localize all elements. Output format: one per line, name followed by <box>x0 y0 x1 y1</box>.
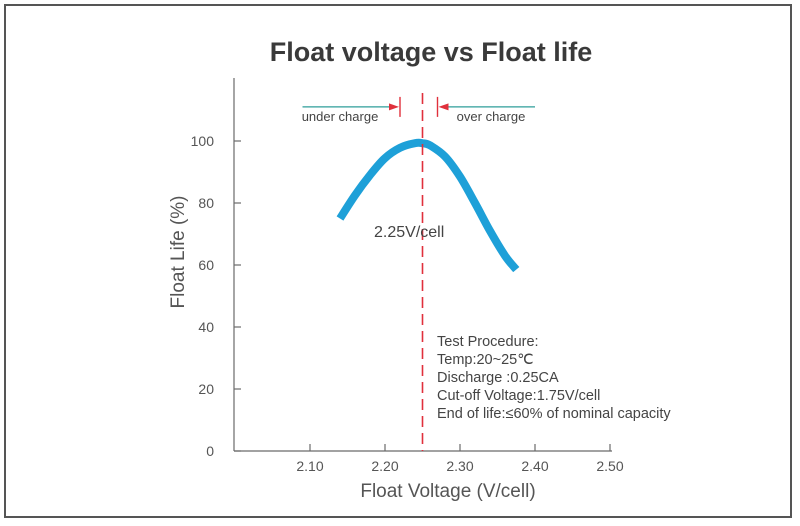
x-tick-label: 2.20 <box>371 458 398 474</box>
x-axis-ticks: 2.10 2.20 2.30 2.40 2.50 <box>296 444 624 474</box>
x-tick-label: 2.40 <box>521 458 548 474</box>
note-line-5: End of life:≤60% of nominal capacity <box>437 406 671 422</box>
test-procedure-notes: Test Procedure: Temp:20~25℃ Discharge :0… <box>437 334 671 422</box>
note-line-1: Test Procedure: <box>437 334 539 350</box>
y-tick-label: 100 <box>191 133 215 149</box>
y-tick-label: 60 <box>198 257 214 273</box>
y-tick-label: 20 <box>198 381 214 397</box>
y-tick-label: 0 <box>206 443 214 459</box>
x-tick-label: 2.10 <box>296 458 323 474</box>
under-charge-arrow <box>389 103 399 111</box>
note-line-2: Temp:20~25℃ <box>437 352 534 368</box>
x-tick-label: 2.50 <box>596 458 623 474</box>
under-charge-label: under charge <box>302 109 379 124</box>
x-tick-label: 2.30 <box>446 458 473 474</box>
note-line-3: Discharge :0.25CA <box>437 370 559 386</box>
float-life-curve <box>336 138 520 273</box>
note-line-4: Cut-off Voltage:1.75V/cell <box>437 388 600 404</box>
charge-band: under charge over charge <box>302 96 535 124</box>
over-charge-arrow <box>438 103 449 111</box>
chart-title: Float voltage vs Float life <box>270 37 593 67</box>
chart-frame <box>4 4 792 518</box>
reference-line-label: 2.25V/cell <box>374 224 444 241</box>
y-tick-label: 40 <box>198 319 214 335</box>
x-axis-label: Float Voltage (V/cell) <box>360 481 535 502</box>
y-tick-label: 80 <box>198 195 214 211</box>
y-axis-ticks: 0 20 40 60 80 100 <box>191 133 241 459</box>
y-axis-label: Float Life (%) <box>168 196 189 309</box>
over-charge-label: over charge <box>457 109 526 124</box>
